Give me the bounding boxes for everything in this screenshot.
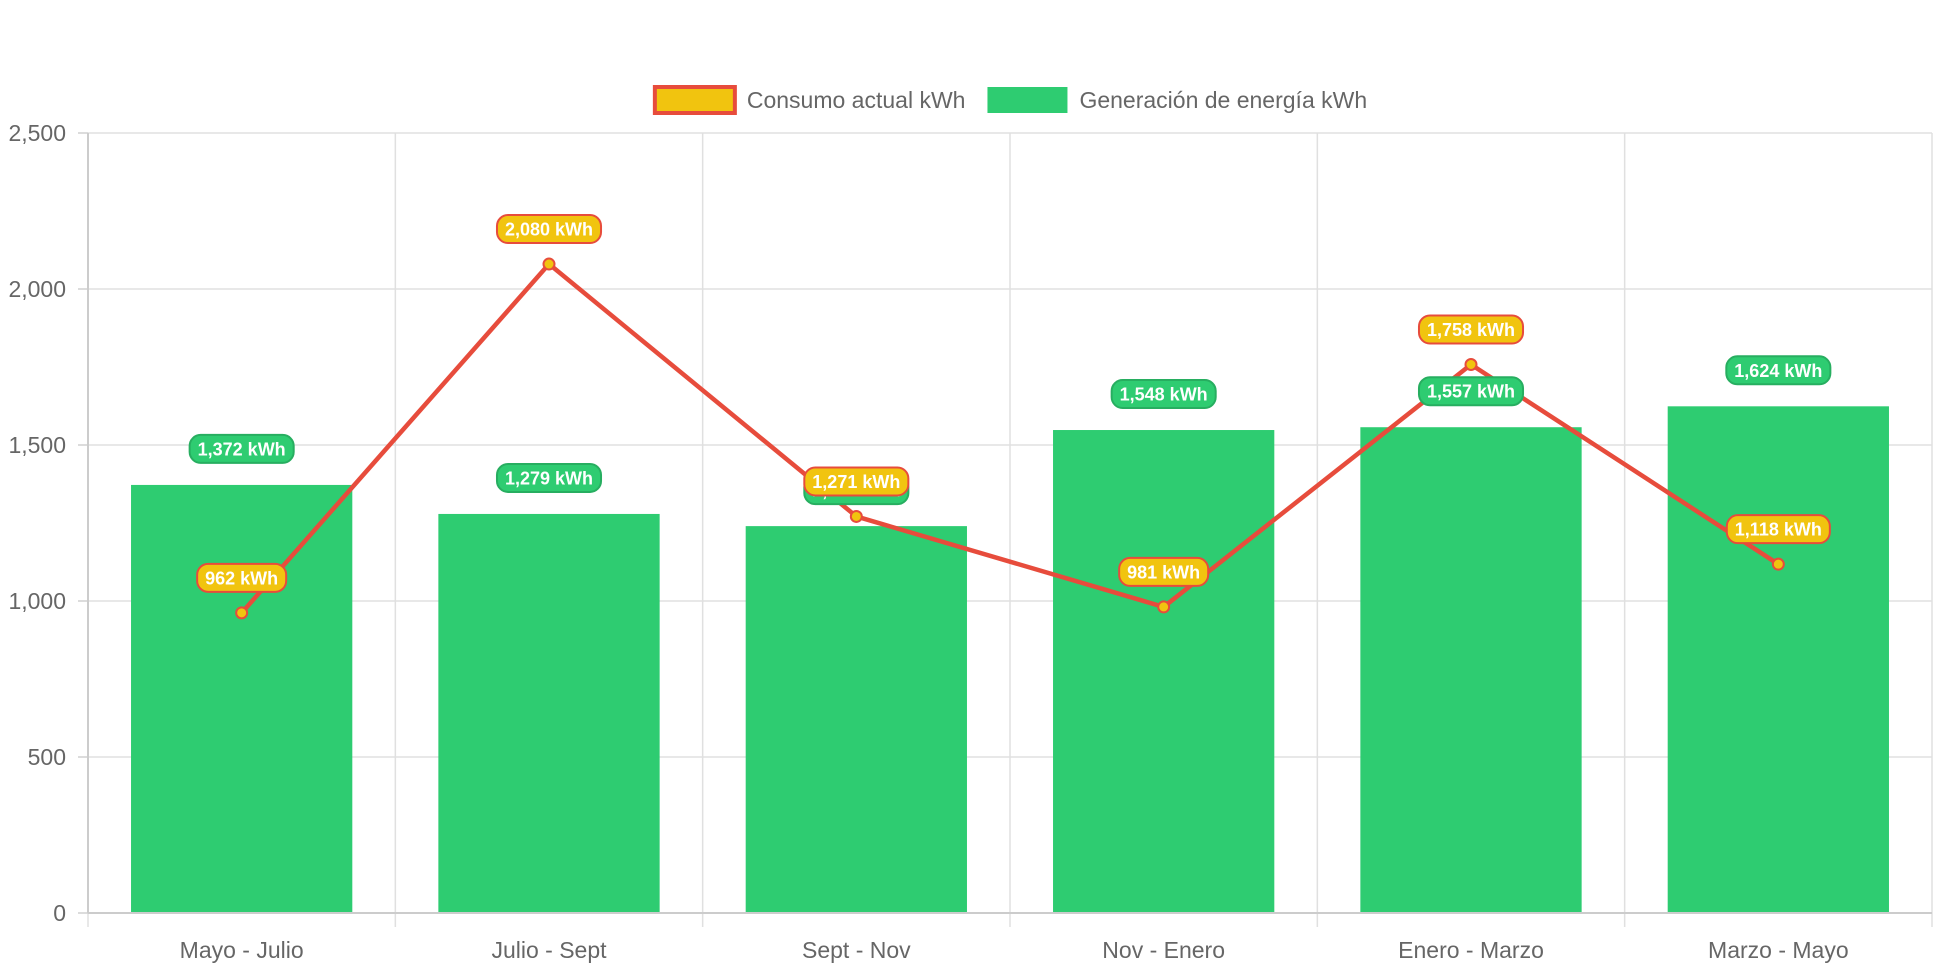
data-label-text: 962 kWh bbox=[205, 568, 278, 588]
bar bbox=[1053, 430, 1275, 913]
data-label-box bbox=[495, 214, 603, 245]
y-tick-label: 2,000 bbox=[8, 276, 66, 302]
data-label-text: 1,279 kWh bbox=[505, 468, 593, 488]
x-tick-label: Nov - Enero bbox=[1102, 937, 1225, 963]
data-label: 1,557 kWh bbox=[1417, 376, 1525, 407]
line-point bbox=[1464, 358, 1478, 372]
bar bbox=[1360, 427, 1582, 913]
data-label: 1,372 kWh bbox=[188, 433, 295, 464]
legend-swatch-generacion bbox=[987, 87, 1068, 113]
bar-layer bbox=[131, 406, 1889, 913]
legend: Consumo actual kWh Generación de energía … bbox=[652, 85, 1367, 115]
y-tick-label: 1,000 bbox=[8, 588, 66, 614]
line-point bbox=[849, 509, 863, 523]
line-point bbox=[1771, 557, 1785, 571]
data-label: 981 kWh bbox=[1118, 556, 1210, 587]
bar bbox=[131, 484, 353, 913]
data-label: 1,118 kWh bbox=[1725, 514, 1831, 545]
line-point bbox=[1157, 600, 1171, 614]
x-tick-label: Julio - Sept bbox=[491, 937, 607, 963]
axis-layer: 0 500 1,000 1,500 2,000 2,500 Mayo - Julio Juli… bbox=[8, 120, 1932, 963]
data-label: 1,271 kWh bbox=[803, 466, 910, 497]
data-label-text: 2,080 kWh bbox=[505, 220, 593, 240]
y-tick-label: 2,500 bbox=[8, 120, 66, 146]
data-label-text: 1,118 kWh bbox=[1735, 520, 1822, 540]
x-tick-label: Marzo - Mayo bbox=[1708, 937, 1849, 963]
grid-layer bbox=[87, 132, 1933, 927]
data-label-box bbox=[1725, 355, 1832, 386]
data-label: 2,080 kWh bbox=[495, 214, 603, 245]
data-label-text: 1,548 kWh bbox=[1120, 385, 1208, 405]
line-point bbox=[542, 257, 556, 271]
bar bbox=[1667, 406, 1889, 913]
data-label-box bbox=[803, 466, 910, 497]
x-tick-label: Sept - Nov bbox=[802, 937, 911, 963]
data-label-box bbox=[1118, 556, 1210, 587]
data-label: 1,624 kWh bbox=[1725, 355, 1832, 386]
data-label-box bbox=[188, 433, 295, 464]
x-tick-label: Enero - Marzo bbox=[1398, 937, 1544, 963]
data-label: 962 kWh bbox=[196, 562, 288, 593]
data-label: 1,548 kWh bbox=[1110, 379, 1217, 410]
data-label-text: 981 kWh bbox=[1127, 562, 1200, 582]
bar bbox=[745, 526, 967, 913]
line-point bbox=[235, 606, 249, 620]
data-label-text: 1,758 kWh bbox=[1427, 320, 1515, 340]
data-label-box bbox=[196, 562, 288, 593]
data-label: 1,758 kWh bbox=[1417, 314, 1525, 345]
data-label-text: 1,557 kWh bbox=[1427, 382, 1515, 402]
bar bbox=[438, 513, 660, 913]
y-tick-label: 0 bbox=[53, 900, 66, 926]
y-tick-label: 1,500 bbox=[8, 432, 66, 458]
data-label-box bbox=[1417, 314, 1525, 345]
data-label-text: 1,372 kWh bbox=[198, 439, 286, 459]
data-label-text: 1,271 kWh bbox=[812, 472, 900, 492]
y-tick-label: 500 bbox=[28, 744, 66, 770]
data-label-box bbox=[495, 462, 603, 493]
data-label-text: 1,624 kWh bbox=[1734, 361, 1822, 381]
x-tick-label: Mayo - Julio bbox=[180, 937, 304, 963]
legend-label-consumo: Consumo actual kWh bbox=[747, 87, 966, 113]
legend-label-generacion: Generación de energía kWh bbox=[1079, 87, 1367, 113]
legend-swatch-consumo bbox=[652, 85, 737, 115]
data-label-box bbox=[1417, 376, 1525, 407]
data-label-box bbox=[1725, 514, 1831, 545]
data-label: 1,279 kWh bbox=[495, 462, 603, 493]
data-label-box bbox=[1110, 379, 1217, 410]
